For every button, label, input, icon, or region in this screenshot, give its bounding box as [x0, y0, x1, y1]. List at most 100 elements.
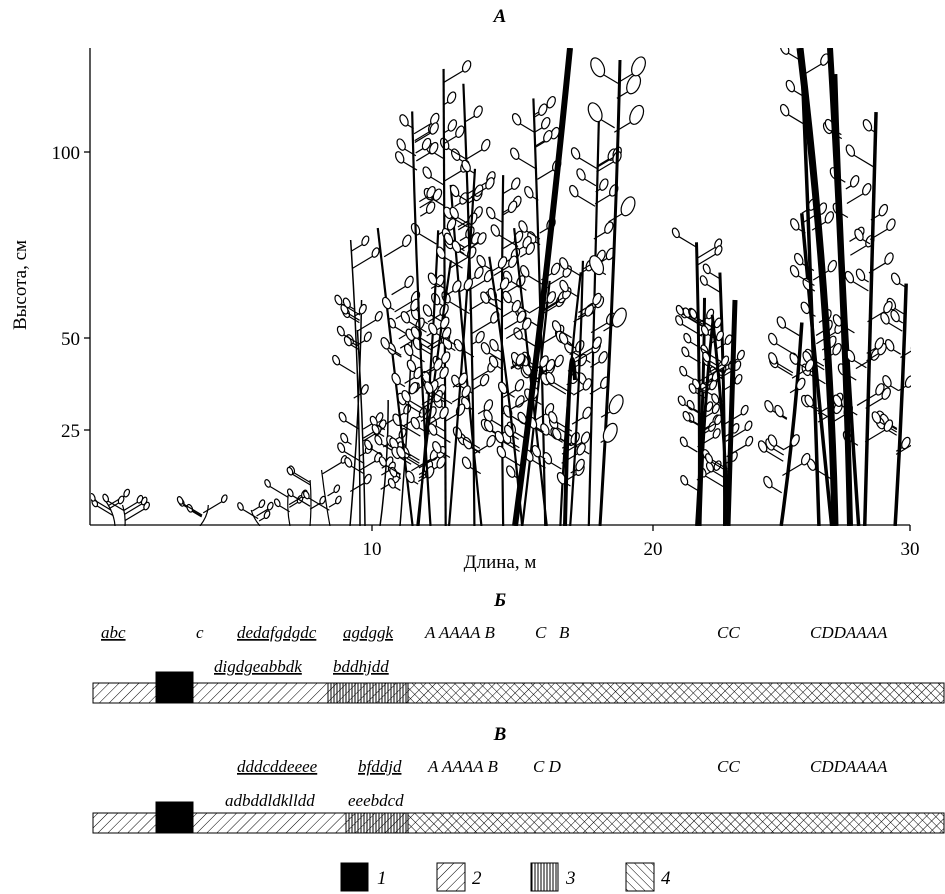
stem — [728, 300, 735, 526]
label: dddcddeeee — [237, 757, 318, 776]
leaf — [679, 475, 689, 487]
y-axis-label: Высота, см — [10, 240, 31, 330]
stem — [181, 503, 202, 516]
x-axis-label: Длина, м — [464, 552, 537, 573]
leaf — [740, 404, 750, 416]
leaf — [334, 495, 342, 504]
leaf — [682, 410, 692, 422]
leaf — [374, 434, 384, 446]
leaf — [331, 354, 341, 366]
leaf — [363, 439, 373, 451]
stem — [705, 283, 721, 292]
leaf — [371, 247, 381, 259]
stem — [865, 112, 876, 526]
stem — [384, 244, 405, 257]
stem — [782, 462, 804, 475]
stem — [352, 255, 374, 268]
stem — [293, 472, 310, 482]
leaf — [686, 399, 696, 411]
leaf — [334, 294, 344, 306]
stem — [577, 157, 597, 169]
stem — [350, 465, 365, 474]
stem — [697, 246, 717, 258]
stem — [725, 413, 744, 424]
label: adbddldklldd — [225, 791, 315, 810]
label: c — [196, 623, 204, 642]
label: CDDAAAA — [810, 757, 888, 776]
stem — [575, 194, 595, 206]
legend-label: 3 — [565, 868, 576, 889]
leaf — [264, 479, 272, 488]
leaf — [336, 442, 346, 454]
y-tick-label: 50 — [61, 329, 80, 350]
stem — [697, 253, 717, 265]
leaf — [702, 263, 712, 275]
leaf — [681, 346, 691, 358]
stem — [850, 244, 868, 255]
leaf — [678, 365, 688, 377]
leaf — [333, 484, 341, 493]
leaf — [744, 420, 754, 432]
label: B — [559, 623, 570, 642]
stem — [124, 501, 139, 510]
panel-title: А — [493, 6, 507, 27]
y-tick-label: 100 — [52, 143, 81, 164]
panel-title: В — [493, 724, 507, 745]
label: A AAAA B — [427, 757, 499, 776]
stem — [520, 337, 537, 347]
label: dedafgdgdc — [237, 623, 317, 642]
stem — [241, 509, 258, 519]
y-tick-label: 25 — [61, 421, 80, 442]
label: digdgeabbdk — [214, 657, 302, 676]
label: A AAAA B — [424, 623, 496, 642]
x-tick-label: 20 — [644, 539, 663, 560]
stem — [291, 473, 310, 484]
stem — [323, 462, 343, 474]
leaf — [117, 495, 125, 504]
leaf — [336, 325, 346, 337]
leaf — [339, 432, 349, 444]
leaf — [102, 493, 110, 502]
stem — [360, 460, 377, 470]
x-tick-label: 10 — [363, 539, 382, 560]
leaf — [736, 349, 746, 361]
stem — [467, 148, 484, 158]
leaf — [704, 453, 714, 465]
stem — [847, 193, 865, 204]
leaf — [374, 310, 384, 322]
x-tick-label: 30 — [901, 539, 920, 560]
leaf — [910, 339, 922, 353]
legend-label: 4 — [661, 868, 671, 889]
stem — [417, 232, 436, 244]
transect-bar — [93, 802, 944, 833]
legend-label: 1 — [377, 868, 387, 889]
figure: А 25 50 100 10 20 30 Длина, м Высота, см… — [0, 0, 945, 894]
leaf — [744, 435, 754, 447]
label: CC — [717, 757, 740, 776]
stem — [503, 455, 521, 466]
leaf — [683, 332, 693, 344]
label: CC — [717, 623, 740, 642]
leaf — [123, 488, 131, 497]
label: CDDAAAA — [810, 623, 888, 642]
stem — [677, 236, 696, 248]
label: abc — [101, 623, 126, 642]
leaf — [912, 432, 924, 446]
stem — [516, 157, 537, 169]
label: agdggk — [343, 623, 394, 642]
leaf — [258, 499, 266, 508]
leaf — [677, 395, 687, 407]
legend — [341, 863, 654, 891]
leaf — [699, 275, 709, 287]
stem — [125, 508, 146, 520]
stem — [851, 280, 868, 290]
leaf — [361, 235, 371, 247]
leaf — [273, 498, 281, 507]
stem — [444, 170, 463, 181]
stem — [122, 505, 125, 526]
species-labels: abc c dedafgdgdc agdggk A AAAA B C B CC … — [101, 623, 888, 676]
stem — [852, 154, 873, 167]
leaf — [679, 436, 689, 448]
stem — [203, 501, 223, 513]
stem — [704, 475, 725, 487]
